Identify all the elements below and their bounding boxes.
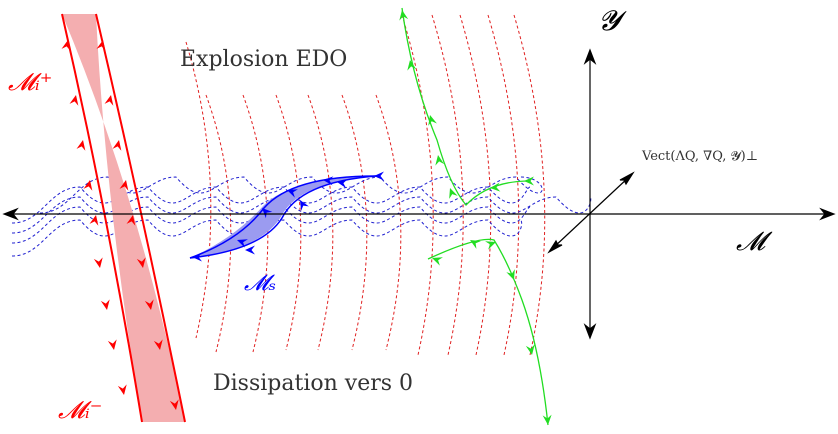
red-dashed-curve [431, 14, 464, 356]
red-dashed-curve [205, 94, 232, 353]
arrowhead-icon [485, 241, 496, 250]
arrowhead-icon [449, 188, 458, 199]
arrowhead-icon [819, 207, 836, 221]
arrowhead-icon [432, 257, 443, 266]
green-trajectory-lower [427, 238, 549, 426]
explosion-label: Explosion EDO [180, 47, 347, 72]
arrowhead-icon [399, 10, 409, 21]
arrowhead-icon [126, 215, 136, 226]
arrowhead-icon [112, 140, 122, 151]
vect-label: Vect(ΛQ, ∇Q, 𝓨)⊥ [641, 149, 758, 164]
arrowhead-icon [435, 155, 445, 166]
arrowhead-icon [153, 339, 163, 350]
m-axis-label: 𝓜 [736, 227, 773, 257]
dissipation-label: Dissipation vers 0 [213, 371, 413, 396]
arrowhead-icon [470, 240, 481, 249]
arrowhead-icon [76, 140, 86, 151]
arrowhead-icon [107, 339, 117, 350]
arrowhead-icon [117, 384, 127, 395]
axes [2, 48, 836, 340]
arrowhead-icon [100, 299, 110, 310]
red-dashed-curve [341, 94, 368, 351]
red-dashed-curves [185, 14, 546, 356]
arrowhead-icon [93, 257, 103, 268]
arrowhead-icon [525, 344, 535, 355]
arrowhead-icon [407, 60, 417, 71]
arrowhead-icon [374, 171, 384, 181]
arrowhead-icon [96, 40, 106, 51]
arrowhead-icon [83, 180, 93, 191]
green-trajectory-upper [401, 7, 527, 206]
blue-region-edge-lower [189, 175, 377, 259]
red-dashed-curve [401, 14, 434, 356]
arrowhead-icon [2, 207, 19, 221]
blue-arrowheads [192, 171, 384, 262]
arrowhead-icon [61, 40, 71, 51]
arrowhead-icon [119, 180, 129, 191]
arrowhead-icon [583, 48, 597, 65]
red-dashed-curve [513, 14, 546, 356]
arrowhead-icon [428, 115, 437, 126]
m-minus-label: 𝓜ᵢ⁻ [58, 396, 102, 424]
arrowhead-icon [287, 189, 298, 198]
red-dashed-curve [459, 14, 492, 356]
red-band-fill [62, 14, 185, 422]
arrowhead-icon [69, 95, 79, 106]
red-arrowheads [61, 40, 179, 410]
arrowhead-icon [262, 208, 273, 219]
arrowhead-icon [237, 239, 248, 248]
blue-dashed-curve [39, 176, 543, 214]
blue-region-fill [190, 176, 376, 258]
red-dashed-curve [307, 94, 334, 351]
orthogonal-axis-line [552, 176, 630, 249]
arrowhead-icon [524, 176, 534, 186]
red-dashed-curve [185, 41, 212, 339]
y-axis-label: 𝓨 [598, 4, 627, 37]
arrowhead-icon [104, 95, 114, 106]
arrowhead-icon [583, 323, 597, 340]
red-dashed-curve [487, 14, 520, 356]
arrowhead-icon [300, 200, 309, 211]
arrowhead-icon [89, 215, 99, 226]
arrowhead-icon [490, 182, 501, 192]
arrowhead-icon [169, 399, 179, 410]
blue-region-edge-upper [189, 175, 377, 259]
arrowhead-icon [547, 239, 563, 254]
arrowhead-icon [144, 299, 154, 310]
arrowhead-icon [245, 245, 255, 255]
blue-dashed-curve [11, 186, 531, 224]
arrowhead-icon [619, 171, 635, 186]
m-plus-label: 𝓜ᵢ⁺ [8, 68, 52, 96]
arrowhead-icon [337, 179, 348, 189]
green-arrowheads [399, 10, 552, 425]
blue-dashed-curve [11, 219, 523, 257]
red-dashed-curve [375, 94, 402, 351]
arrowhead-icon [323, 176, 334, 186]
arrowhead-icon [506, 269, 515, 280]
m-s-label: 𝓜ₛ [244, 271, 276, 296]
arrowhead-icon [136, 257, 146, 268]
arrowhead-icon [192, 252, 202, 262]
arrowhead-icon [542, 414, 552, 425]
red-dashed-curve [275, 94, 302, 351]
